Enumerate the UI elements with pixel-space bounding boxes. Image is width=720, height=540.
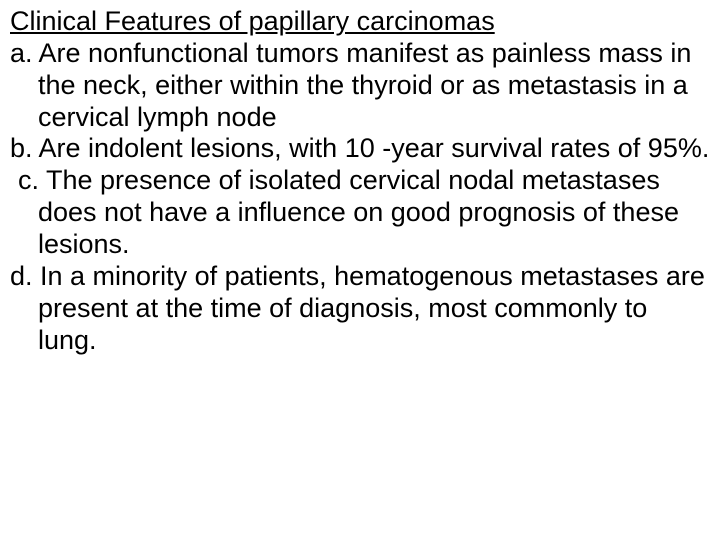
- slide: Clinical Features of papillary carcinoma…: [0, 0, 720, 540]
- list-item: a. Are nonfunctional tumors manifest as …: [10, 38, 710, 134]
- slide-heading: Clinical Features of papillary carcinoma…: [10, 6, 710, 38]
- list-item: c. The presence of isolated cervical nod…: [10, 165, 710, 261]
- list-item: b. Are indolent lesions, with 10 -year s…: [10, 133, 710, 165]
- list-item: d. In a minority of patients, hematogeno…: [10, 261, 710, 357]
